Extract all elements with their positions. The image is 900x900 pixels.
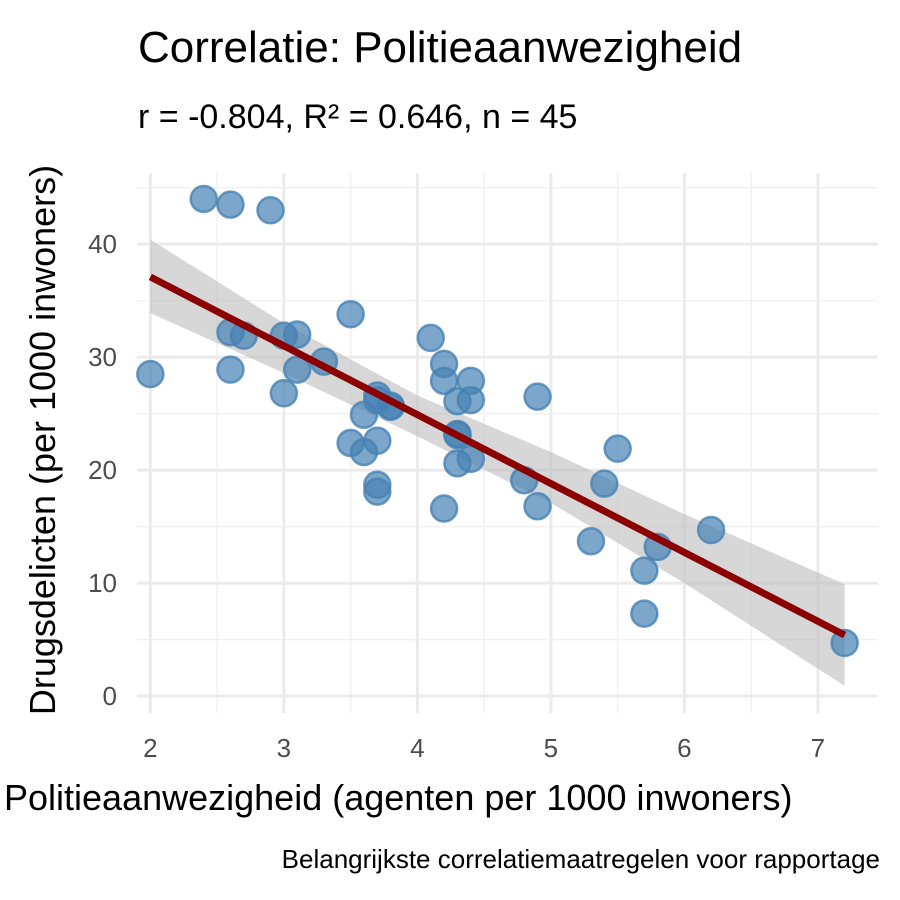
data-point [216, 190, 245, 219]
x-tick-label: 7 [811, 733, 825, 763]
x-tick-label: 6 [677, 733, 691, 763]
data-point [216, 355, 245, 384]
x-tick-label: 4 [410, 733, 424, 763]
data-point [696, 515, 726, 545]
chart-title: Correlatie: Politieaanwezigheid [138, 23, 742, 72]
tick-labels: 2 3 4 5 6 7 0 10 20 30 40 [88, 229, 825, 763]
data-point [523, 382, 552, 411]
data-point [429, 494, 459, 523]
y-tick-label: 20 [88, 455, 117, 485]
y-tick-label: 0 [103, 681, 117, 711]
y-axis-title: Drugsdelicten (per 1000 inwoners) [22, 165, 63, 715]
chart-subtitle: r = -0.804, R² = 0.646, n = 45 [138, 98, 577, 136]
fit-line-layer [148, 273, 847, 639]
confidence-ribbon-layer [150, 239, 845, 686]
x-tick-label: 5 [544, 733, 558, 763]
chart-caption: Belangrijkste correlatiemaatregelen voor… [282, 844, 880, 874]
data-point [456, 385, 486, 415]
confidence-ribbon [150, 239, 845, 686]
x-axis-title: Politieaanwezigheid (agenten per 1000 in… [4, 777, 793, 818]
data-point [630, 599, 659, 628]
data-point [576, 527, 606, 556]
y-tick-label: 10 [88, 568, 117, 598]
data-point [630, 556, 659, 585]
data-point [363, 477, 392, 506]
data-point [269, 379, 299, 408]
data-point [136, 359, 165, 389]
data-point [282, 320, 312, 349]
data-point [256, 196, 285, 225]
data-point [336, 299, 365, 329]
data-point [523, 492, 552, 521]
data-point [590, 469, 619, 498]
points-layer [136, 184, 859, 658]
data-point [189, 184, 219, 214]
y-tick-label: 30 [88, 342, 117, 372]
x-tick-label: 2 [143, 733, 157, 763]
data-point [363, 426, 392, 455]
data-point [603, 434, 632, 463]
data-point [416, 323, 445, 353]
y-tick-label: 40 [88, 229, 117, 259]
data-point [830, 628, 859, 658]
x-tick-label: 3 [277, 733, 291, 763]
regression-line [148, 273, 847, 639]
